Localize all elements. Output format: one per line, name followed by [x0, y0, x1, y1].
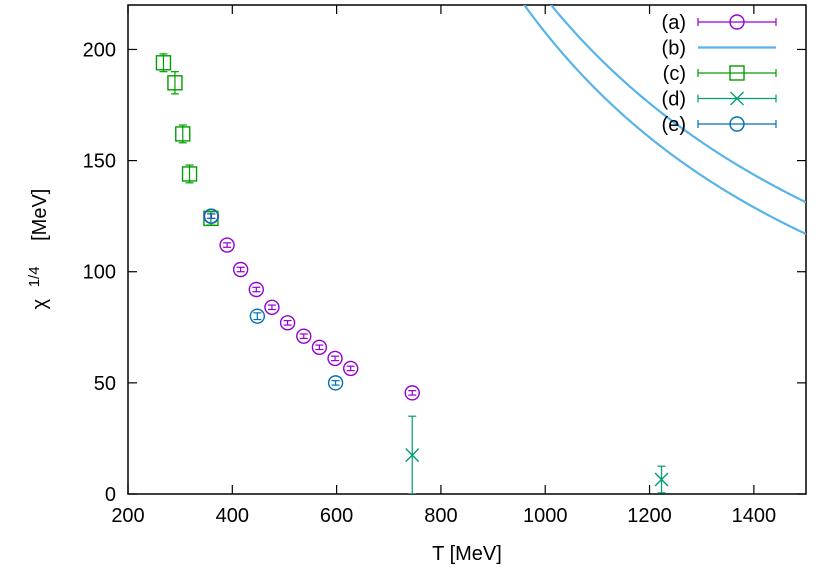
legend-label: (e): [662, 114, 686, 136]
legend-label: (a): [662, 12, 686, 34]
y-tick-label: 50: [94, 373, 116, 395]
legend-label: (c): [663, 63, 686, 85]
data-point-square: [167, 75, 183, 91]
svg-text:χ 1/4 [MeV]: χ 1/4 [MeV]: [22, 189, 51, 310]
y-axis-title: χ 1/4 [MeV]: [22, 189, 51, 310]
data-points: [155, 53, 669, 494]
x-tick-label: 600: [320, 505, 353, 527]
x-tick-label: 1200: [627, 505, 672, 527]
data-point-circle: [249, 308, 266, 324]
data-point-circle: [342, 360, 359, 377]
data-point-circle: [219, 237, 235, 253]
data-point-cross: [730, 91, 744, 106]
data-point-square: [155, 55, 172, 71]
fit-curve: [522, 5, 806, 235]
data-point-circle: [404, 385, 420, 401]
data-point-circle: [248, 281, 264, 298]
data-point-circle: [232, 261, 249, 278]
y-axis-title-exponent: 1/4: [26, 266, 43, 287]
data-point-square: [729, 65, 745, 81]
legend-label: (b): [662, 38, 686, 60]
y-axis-title-unit: [MeV]: [29, 189, 51, 241]
data-point-square: [175, 126, 191, 142]
x-tick-label: 1000: [523, 505, 568, 527]
y-tick-label: 100: [83, 262, 116, 284]
x-tick-label: 1400: [732, 505, 777, 527]
data-point-circle: [279, 315, 296, 331]
data-point-square: [181, 166, 198, 182]
y-axis: 0 50 100 150 200: [83, 39, 806, 506]
x-tick-label: 400: [216, 505, 249, 527]
y-tick-label: 0: [105, 484, 116, 506]
x-axis: 200 400 600 800 1000 1200 1400: [111, 5, 776, 527]
data-point-circle: [327, 350, 343, 367]
fit-curve: [549, 5, 806, 204]
fit-curves: [522, 5, 806, 235]
data-point-circle: [296, 328, 312, 344]
legend-label: (d): [662, 89, 686, 111]
data-point-circle: [203, 208, 219, 224]
data-point-circle: [729, 14, 745, 30]
data-point-circle: [264, 299, 280, 315]
y-tick-label: 200: [83, 39, 116, 61]
legend: (a) (b) (c) (d) (e): [662, 12, 777, 136]
data-point-cross: [405, 448, 420, 463]
data-point-circle: [311, 339, 328, 355]
y-axis-title-symbol: χ: [29, 298, 51, 309]
data-point-cross: [654, 472, 669, 487]
data-point-circle: [729, 116, 745, 132]
x-tick-label: 200: [111, 505, 144, 527]
data-point-circle: [327, 375, 344, 391]
y-tick-label: 150: [83, 151, 116, 173]
x-tick-label: 800: [424, 505, 457, 527]
plot-frame: [127, 4, 807, 495]
x-axis-title: T [MeV]: [432, 543, 502, 565]
